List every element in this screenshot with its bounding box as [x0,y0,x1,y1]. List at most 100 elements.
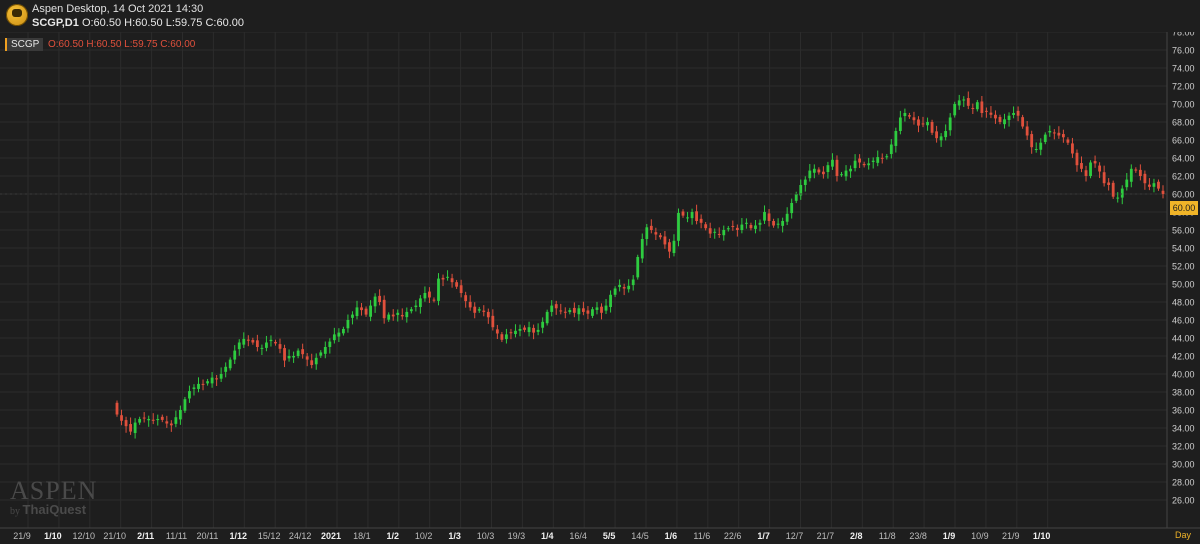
candle-body [849,168,852,172]
candle-body [604,305,608,311]
candle-body [898,117,902,131]
candle-body [129,424,132,432]
candle-body [776,223,780,225]
candle-body [396,312,400,315]
candle-body [749,224,753,229]
candle-body [201,383,205,385]
y-tick-label: 76.00 [1172,46,1195,56]
x-tick-label: 1/4 [541,531,554,541]
candle-body [468,301,472,308]
candle-body [998,116,1002,122]
candle-body [894,131,898,146]
candle-body [400,314,404,317]
candle-body [450,278,454,283]
candle-body [880,157,884,159]
window-title: Aspen Desktop, 14 Oct 2021 14:30 [32,3,204,15]
candlestick-chart[interactable]: 26.00 28.00 30.00 32.00 34.00 36.00 38.00 40.00… [0,32,1200,544]
y-tick-label: 56.00 [1172,226,1195,236]
candle-body [523,327,526,330]
candle-body [754,225,757,229]
candle-body [572,307,576,313]
candle-body [763,212,766,221]
candle-body [781,221,785,226]
candle-body [568,310,572,313]
y-tick-label: 50.00 [1172,280,1195,290]
candle-body [120,415,123,421]
candle-body [1116,197,1120,199]
aspen-logo-icon [6,4,28,26]
y-tick-label: 42.00 [1172,352,1195,362]
ohlc-symbol: SCGP,D1 [32,17,79,29]
candle-body [840,174,843,176]
chart-area[interactable]: 26.00 28.00 30.00 32.00 34.00 36.00 38.00 40.00… [0,32,1200,544]
x-tick-label: 24/12 [289,531,312,541]
candle-body [609,294,612,308]
candle-body [1012,113,1015,115]
candle-body [1021,117,1025,127]
candle-body [600,306,603,313]
candle-body [953,104,957,116]
y-tick-label: 62.00 [1172,172,1195,182]
candle-body [233,350,237,360]
candle-body [283,348,286,361]
candle-body [948,117,952,131]
candle-body [1066,139,1070,143]
candle-body [654,232,658,235]
candle-body [323,347,327,354]
candle-body [645,227,649,239]
candle-body [926,122,929,126]
y-tick-label: 60.00 [1172,190,1195,200]
candle-body [595,307,599,310]
candle-body [188,391,191,399]
candle-body [301,349,305,355]
candle-body [554,304,558,309]
x-tick-label: 1/6 [665,531,678,541]
period-label[interactable]: Day [1175,530,1192,540]
candle-body [613,288,617,295]
x-tick-label: 23/8 [909,531,927,541]
candle-body [1034,149,1038,150]
candle-body [1138,169,1142,176]
watermark-brand: ASPEN [10,476,98,505]
candle-body [1016,110,1020,116]
candle-body [971,107,975,109]
candle-body [1129,168,1133,182]
x-tick-label: 21/10 [103,531,126,541]
candle-body [917,119,920,126]
candle-body [591,309,594,316]
candle-body [835,159,839,176]
y-tick-label: 28.00 [1172,478,1195,488]
candle-body [1102,172,1106,184]
candle-body [486,311,490,318]
candle-body [527,327,531,333]
y-tick-label: 34.00 [1172,424,1195,434]
symbol-tag[interactable]: SCGP [5,38,44,51]
candle-body [310,360,314,365]
x-tick-label: 11/8 [879,531,896,541]
candle-body [319,352,323,356]
y-tick-label: 72.00 [1172,82,1195,92]
candle-body [636,257,640,278]
candle-body [790,203,794,214]
candle-body [713,231,717,233]
candle-body [138,419,142,423]
candle-body [364,308,368,315]
candle-body [342,329,345,334]
candle-body [826,165,830,173]
candle-body [663,236,667,245]
candle-body [618,284,622,288]
x-tick-label: 12/10 [73,531,96,541]
x-tick-label: 12/7 [786,531,804,541]
y-tick-label: 36.00 [1172,406,1195,416]
candle-body [382,299,386,319]
candle-body [794,194,798,201]
candle-body [889,144,893,155]
y-tick-label: 68.00 [1172,118,1195,128]
x-tick-label: 1/10 [1033,531,1051,541]
candle-body [169,423,173,426]
watermark-vendor: by ThaiQuest [10,503,97,518]
x-tick-label: 1/10 [44,531,62,541]
candle-body [491,315,495,328]
candle-body [957,100,961,106]
candle-body [944,131,948,138]
